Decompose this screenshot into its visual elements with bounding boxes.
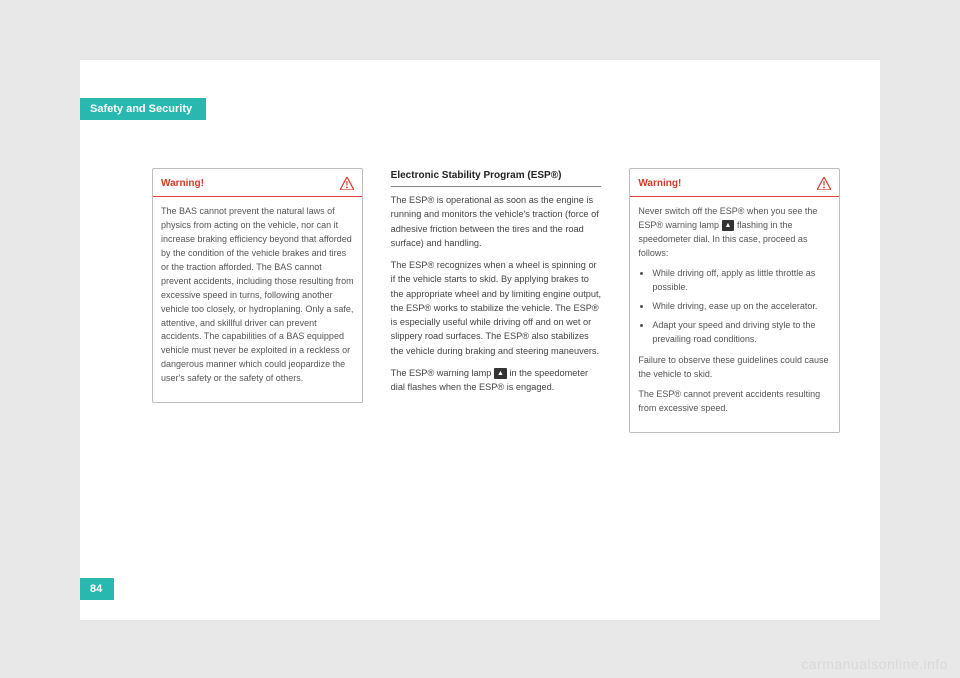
warning-bullet-2: While driving, ease up on the accelerato… (652, 300, 831, 314)
content-columns: Warning! The BAS cannot prevent the natu… (152, 168, 840, 433)
warning-body: Never switch off the ESP® when you see t… (630, 197, 839, 432)
warning-box-esp: Warning! Never switch off the ESP® when … (629, 168, 840, 433)
esp-para-3: The ESP® warning lamp ▲ in the speedomet… (391, 366, 602, 395)
esp-heading: Electronic Stability Program (ESP®) (391, 168, 602, 187)
esp-warning-lamp-icon: ▲ (494, 368, 507, 379)
esp-warning-lamp-icon: ▲ (722, 220, 735, 231)
warning-bullet-3: Adapt your speed and driving style to th… (652, 319, 831, 347)
warning-title: Warning! (638, 176, 681, 191)
warning-header: Warning! (630, 169, 839, 197)
warning-box-bas: Warning! The BAS cannot prevent the natu… (152, 168, 363, 403)
column-3: Warning! Never switch off the ESP® when … (629, 168, 840, 433)
warning-header: Warning! (153, 169, 362, 197)
warning-bullet-1: While driving off, apply as little throt… (652, 267, 831, 295)
warning-triangle-icon (817, 177, 831, 190)
warning-body: The BAS cannot prevent the natural laws … (153, 197, 362, 402)
warning-post-2: The ESP® cannot prevent accidents result… (638, 388, 831, 416)
esp-para-3a: The ESP® warning lamp (391, 368, 494, 378)
page-number: 84 (80, 578, 114, 600)
warning-triangle-icon (340, 177, 354, 190)
warning-title: Warning! (161, 176, 204, 191)
watermark: carmanualsonline.info (801, 656, 948, 672)
column-2: Electronic Stability Program (ESP®) The … (391, 168, 602, 433)
warning-post-1: Failure to observe these guidelines coul… (638, 354, 831, 382)
section-header-tab: Safety and Security (80, 98, 206, 120)
warning-intro: Never switch off the ESP® when you see t… (638, 205, 831, 261)
warning-bullet-list: While driving off, apply as little throt… (638, 267, 831, 347)
warning-text: The BAS cannot prevent the natural laws … (161, 205, 354, 386)
column-1: Warning! The BAS cannot prevent the natu… (152, 168, 363, 433)
manual-page: Safety and Security Warning! The BAS can… (80, 60, 880, 620)
esp-para-1: The ESP® is operational as soon as the e… (391, 193, 602, 250)
esp-para-2: The ESP® recognizes when a wheel is spin… (391, 258, 602, 358)
